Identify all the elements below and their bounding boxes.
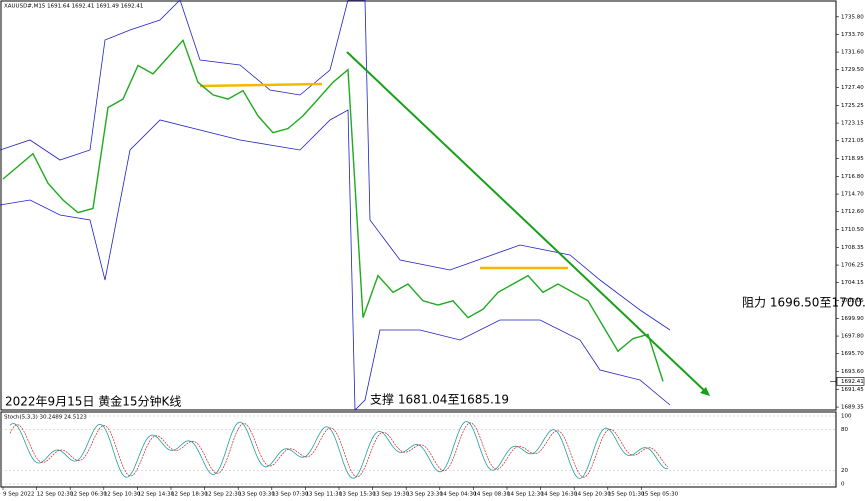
- y-tick-label: 1693.60: [841, 369, 864, 375]
- y-tick-label: 1725.25: [841, 103, 864, 109]
- x-tick-label: 15 Sep 01:30: [608, 492, 645, 498]
- y-tick-label: 80: [841, 427, 848, 433]
- stoch-main: [9, 421, 669, 479]
- y-tick-label: 1723.15: [841, 121, 864, 127]
- stoch-frame: [0, 411, 837, 488]
- y-tick-label: 1702.05: [841, 298, 864, 304]
- y-tick-label: 1697.80: [841, 334, 864, 340]
- y-tick-label: 100: [841, 414, 852, 420]
- x-tick-label: 14 Sep 20:30: [574, 492, 611, 498]
- x-tick-label: 13 Sep 03:30: [238, 492, 275, 498]
- y-tick-label: 1735.80: [841, 14, 864, 20]
- annotation: 2022年9月15日 黄金15分钟K线: [5, 394, 181, 409]
- lower-band: [0, 109, 671, 411]
- y-tick-label: 1712.60: [841, 209, 864, 215]
- y-tick-label: 1710.50: [841, 227, 864, 233]
- stoch-label: Stoch(5,3,3) 30.2489 24.5123: [4, 415, 87, 421]
- y-tick-label: 1731.60: [841, 50, 864, 56]
- y-tick-label: 20: [841, 468, 848, 474]
- x-tick-label: 14 Sep 08:30: [473, 492, 510, 498]
- y-tick-label: 1691.45: [841, 387, 864, 393]
- x-tick-label: 14 Sep 16:30: [541, 492, 578, 498]
- y-tick-label: 1706.25: [841, 263, 864, 269]
- y-tick-label: 0: [841, 482, 845, 488]
- x-tick-label: 12 Sep 06:30: [70, 492, 107, 498]
- x-tick-label: 13 Sep 15:30: [339, 492, 376, 498]
- y-tick-label: 1721.05: [841, 138, 864, 144]
- y-tick-label: 1733.70: [841, 32, 864, 38]
- annotation: 支撑 1681.04至1685.19: [370, 392, 509, 407]
- x-tick-label: 12 Sep 10:30: [104, 492, 141, 498]
- upper-band: [0, 0, 671, 331]
- x-tick-label: 12 Sep 02:30: [37, 492, 74, 498]
- x-tick-label: 13 Sep 23:30: [406, 492, 443, 498]
- y-tick-label: 1708.35: [841, 245, 864, 251]
- x-tick-label: 14 Sep 04:30: [440, 492, 477, 498]
- x-tick-label: 9 Sep 2022: [3, 492, 34, 498]
- y-tick-label: 1695.70: [841, 351, 864, 357]
- price-line: [2, 38, 664, 382]
- y-tick-label: 1729.50: [841, 67, 864, 73]
- stoch-signal: [9, 422, 669, 478]
- y-tick-label: 1699.90: [841, 316, 864, 322]
- y-tick-label: 1716.80: [841, 174, 864, 180]
- current-price-box: [836, 377, 865, 386]
- chart-title: XAUUSD#,M15 1691.64 1692.41 1691.49 1692…: [4, 4, 143, 10]
- trend-arrow: [700, 387, 710, 396]
- x-tick-label: 12 Sep 18:30: [171, 492, 208, 498]
- x-tick-label: 14 Sep 12:30: [507, 492, 544, 498]
- annotation: 阻力 1696.50至1700.33: [742, 296, 865, 310]
- x-tick-label: 13 Sep 07:30: [272, 492, 309, 498]
- y-tick-label: 1704.15: [841, 280, 864, 286]
- y-tick-label: 1714.70: [841, 192, 864, 198]
- x-tick-label: 13 Sep 11:30: [305, 492, 342, 498]
- x-tick-label: 12 Sep 14:30: [137, 492, 174, 498]
- resistance-line: [199, 82, 323, 88]
- y-tick-label: 1718.95: [841, 156, 864, 162]
- current-price-label: 1692.41: [841, 379, 864, 385]
- x-tick-label: 15 Sep 05:30: [641, 492, 678, 498]
- y-tick-label: 1727.40: [841, 85, 864, 91]
- y-tick-label: 1689.35: [841, 405, 864, 411]
- trend-line: [346, 51, 709, 395]
- x-tick-label: 13 Sep 19:30: [373, 492, 410, 498]
- main-frame: [0, 0, 837, 411]
- x-tick-label: 12 Sep 22:30: [205, 492, 242, 498]
